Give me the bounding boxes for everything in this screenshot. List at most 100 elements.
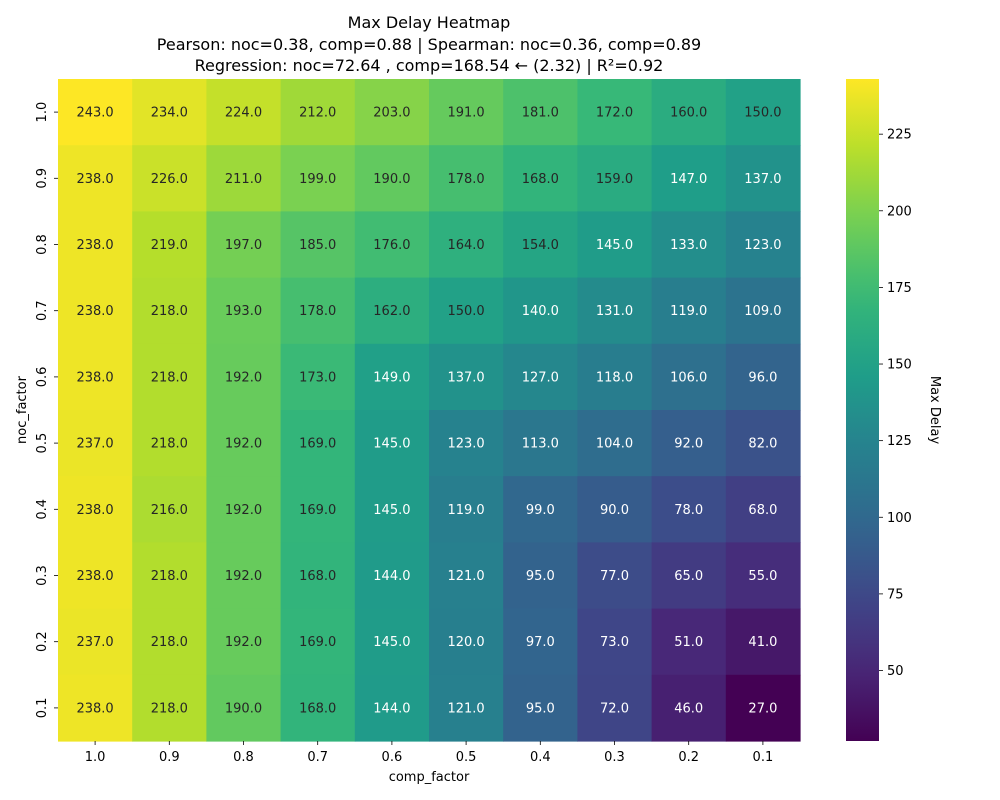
y-tick-label: 0.9	[35, 168, 50, 189]
x-tick-label: 0.8	[233, 750, 254, 765]
cell-value-label: 145.0	[373, 503, 410, 518]
heatmap-cell	[58, 277, 133, 345]
x-tick-label: 0.4	[530, 750, 551, 765]
cell-value-label: 218.0	[151, 370, 188, 385]
cell-value-label: 144.0	[373, 701, 410, 716]
cell-value-label: 169.0	[299, 437, 336, 452]
y-axis-label: noc_factor	[15, 375, 30, 444]
cell-value-label: 90.0	[600, 503, 629, 518]
cell-value-label: 218.0	[151, 304, 188, 319]
cell-value-label: 133.0	[670, 238, 707, 253]
heatmap-cell	[503, 410, 578, 477]
cell-value-label: 238.0	[76, 304, 113, 319]
heatmap-cell	[280, 211, 356, 279]
cell-value-label: 119.0	[447, 503, 484, 518]
heatmap-cell	[429, 608, 504, 676]
cell-value-label: 181.0	[522, 106, 559, 121]
cell-value-label: 109.0	[744, 304, 781, 319]
cell-value-label: 238.0	[76, 503, 113, 518]
heatmap-cell	[577, 410, 653, 477]
heatmap-cell	[354, 145, 430, 212]
cell-value-label: 190.0	[225, 701, 262, 716]
cell-value-label: 78.0	[674, 503, 703, 518]
colorbar-ticks: 50 75 100 125 150 175 200 225	[879, 128, 912, 679]
heatmap-cell	[577, 476, 653, 543]
heatmap-cell	[725, 476, 801, 543]
heatmap-cell	[577, 211, 653, 279]
heatmap-cell	[503, 211, 578, 279]
cell-value-label: 123.0	[447, 437, 484, 452]
cell-value-label: 168.0	[522, 172, 559, 187]
colorbar-tick-label: 50	[887, 664, 904, 679]
heatmap-cell	[651, 145, 727, 212]
cell-value-label: 51.0	[674, 635, 703, 650]
heatmap-cell	[577, 145, 653, 212]
cell-value-label: 192.0	[225, 437, 262, 452]
cell-value-label: 82.0	[748, 437, 777, 452]
heatmap-cell	[354, 277, 430, 345]
cell-value-label: 162.0	[373, 304, 410, 319]
heatmap-cell	[725, 410, 801, 477]
heatmap-cell	[429, 343, 504, 411]
cell-value-label: 77.0	[600, 569, 629, 584]
cell-value-label: 95.0	[526, 569, 555, 584]
cell-value-label: 218.0	[151, 569, 188, 584]
y-tick-label: 0.3	[35, 565, 50, 586]
cell-value-label: 95.0	[526, 701, 555, 716]
heatmap-cell	[725, 277, 801, 345]
heatmap-cell	[58, 476, 133, 543]
cell-value-label: 164.0	[447, 238, 484, 253]
cell-value-label: 199.0	[299, 172, 336, 187]
heatmap-cell	[577, 343, 653, 411]
cell-value-label: 119.0	[670, 304, 707, 319]
heatmap-cell	[725, 145, 801, 212]
cell-value-label: 121.0	[447, 701, 484, 716]
cell-value-label: 150.0	[744, 106, 781, 121]
cell-value-label: 169.0	[299, 635, 336, 650]
heatmap-cell	[206, 277, 282, 345]
heatmap-cell	[725, 79, 801, 146]
cell-value-label: 243.0	[76, 106, 113, 121]
heatmap-cell	[132, 343, 207, 411]
heatmap-cell	[725, 211, 801, 279]
colorbar-tick-label: 100	[887, 511, 912, 526]
heatmap-cell	[206, 211, 282, 279]
heatmap-cell	[280, 277, 356, 345]
cell-value-label: 145.0	[373, 437, 410, 452]
heatmap-cell	[725, 608, 801, 676]
y-tick-label: 0.2	[35, 631, 50, 652]
heatmap-cell	[280, 79, 356, 146]
heatmap-cell	[577, 608, 653, 676]
cell-value-label: 178.0	[299, 304, 336, 319]
heatmap-cell	[354, 79, 430, 146]
heatmap-cell	[503, 145, 578, 212]
heatmap-cell	[354, 674, 430, 742]
heatmap-cell	[725, 674, 801, 742]
heatmap-cell	[58, 542, 133, 610]
cell-value-label: 92.0	[674, 437, 703, 452]
heatmap-cell	[577, 542, 653, 610]
heatmap-cell	[503, 674, 578, 742]
cell-value-label: 137.0	[744, 172, 781, 187]
cell-value-label: 106.0	[670, 370, 707, 385]
cell-value-label: 178.0	[447, 172, 484, 187]
heatmap-cell	[651, 79, 727, 146]
cell-value-label: 120.0	[447, 635, 484, 650]
cell-value-label: 203.0	[373, 106, 410, 121]
cell-value-label: 118.0	[596, 370, 633, 385]
cell-value-label: 238.0	[76, 172, 113, 187]
heatmap-cell	[58, 79, 133, 146]
x-tick-label: 0.5	[456, 750, 477, 765]
y-tick-label: 0.7	[35, 300, 50, 321]
heatmap-cell	[429, 277, 504, 345]
heatmap-cell	[132, 476, 207, 543]
heatmap-cell	[280, 674, 356, 742]
cell-value-label: 46.0	[674, 701, 703, 716]
cell-value-label: 218.0	[151, 635, 188, 650]
x-tick-label: 0.9	[159, 750, 180, 765]
y-axis-ticks: 1.0 0.9 0.8 0.7 0.6 0.5 0.4 0.3 0.2 0.1	[35, 102, 58, 718]
heatmap-cell	[280, 542, 356, 610]
cell-value-label: 145.0	[596, 238, 633, 253]
cell-value-label: 72.0	[600, 701, 629, 716]
